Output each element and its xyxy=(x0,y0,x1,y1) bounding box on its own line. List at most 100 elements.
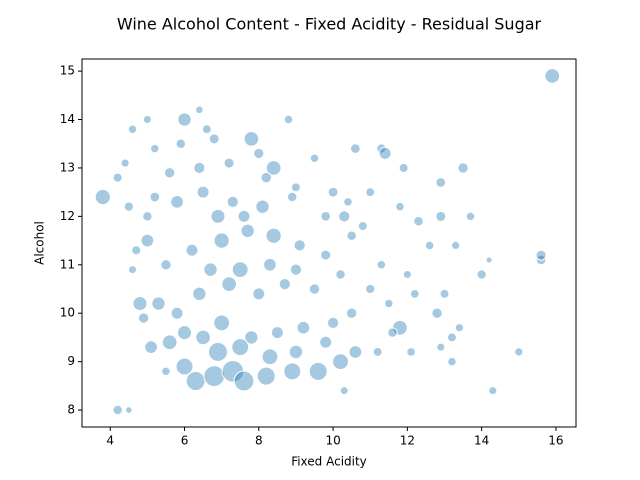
bubble xyxy=(226,195,239,208)
bubble xyxy=(544,68,561,84)
bubble xyxy=(203,262,218,277)
bubble xyxy=(160,259,172,271)
bubble xyxy=(195,105,204,115)
chart-title: Wine Alcohol Content - Fixed Acidity - R… xyxy=(117,15,542,34)
bubble xyxy=(142,211,153,222)
bubble xyxy=(112,404,123,416)
bubble xyxy=(320,249,332,261)
bubble xyxy=(376,260,387,270)
bubble xyxy=(454,323,465,333)
bubble xyxy=(451,240,461,251)
bubble xyxy=(175,138,187,149)
bubble xyxy=(465,211,476,222)
bubble xyxy=(223,157,235,169)
bubble xyxy=(398,162,409,173)
bubble xyxy=(514,347,524,357)
bubble xyxy=(535,249,547,261)
bubble xyxy=(127,265,138,275)
y-tick-label: 10 xyxy=(60,306,75,320)
bubble xyxy=(94,188,111,206)
bubble xyxy=(435,210,447,222)
bubble xyxy=(278,278,291,291)
bubble xyxy=(338,210,351,223)
bubble xyxy=(210,208,226,224)
bubble xyxy=(289,263,303,276)
bubble xyxy=(384,298,394,309)
bubble xyxy=(176,325,193,341)
y-tick-label: 13 xyxy=(60,160,75,174)
bubble xyxy=(151,296,166,311)
x-axis-label: Fixed Acidity xyxy=(291,455,367,469)
bubble xyxy=(485,256,493,264)
bubble xyxy=(435,177,447,188)
bubble xyxy=(177,112,192,127)
bubble xyxy=(436,342,446,352)
bubble xyxy=(213,314,231,332)
bubble xyxy=(120,158,130,168)
bubble xyxy=(263,257,277,272)
bubble xyxy=(293,239,306,252)
bubble xyxy=(123,201,134,212)
bubble xyxy=(132,295,148,312)
bubble xyxy=(185,371,206,391)
bubble xyxy=(253,147,265,160)
bubble xyxy=(326,316,340,330)
bubble xyxy=(221,276,237,293)
bubble xyxy=(270,326,284,340)
bubble xyxy=(309,153,320,164)
bubble xyxy=(357,221,368,232)
bubble xyxy=(125,406,133,414)
bubble xyxy=(196,185,210,199)
bubble xyxy=(137,312,150,324)
bubble xyxy=(243,131,260,147)
bubble xyxy=(237,209,251,223)
bubble xyxy=(231,261,249,279)
bubble xyxy=(255,199,270,214)
bubble xyxy=(207,341,228,362)
bubble xyxy=(320,211,331,222)
bubble xyxy=(140,233,155,248)
bubble xyxy=(240,223,255,239)
bubble xyxy=(192,286,207,302)
bubble xyxy=(346,230,357,241)
bubble xyxy=(142,115,152,125)
bubble xyxy=(112,172,123,183)
bubble xyxy=(446,332,457,343)
bubble xyxy=(175,357,194,376)
bubble xyxy=(378,146,392,160)
bubble xyxy=(233,370,255,392)
bubble xyxy=(424,240,435,251)
bubble xyxy=(406,347,416,357)
bubble xyxy=(213,232,230,249)
bubble xyxy=(144,340,158,354)
y-tick-label: 14 xyxy=(60,112,75,126)
bubble xyxy=(308,361,328,381)
y-tick-label: 12 xyxy=(60,209,75,223)
bubble xyxy=(288,344,304,360)
bubble xyxy=(208,133,220,145)
bubble xyxy=(252,287,266,301)
y-tick-label: 11 xyxy=(60,257,75,271)
bubble xyxy=(260,171,272,184)
bubble xyxy=(395,201,405,212)
bubble xyxy=(327,186,339,198)
bubble xyxy=(365,187,376,198)
bubble xyxy=(185,243,199,257)
bubble xyxy=(308,283,321,295)
bubble xyxy=(402,269,412,279)
bubble xyxy=(290,182,301,193)
bubble xyxy=(439,288,450,299)
bubble xyxy=(265,160,282,176)
x-tick-label: 6 xyxy=(181,434,189,448)
bubble xyxy=(286,191,298,203)
bubble xyxy=(332,353,349,371)
bubble xyxy=(150,143,160,154)
bubble xyxy=(170,194,184,209)
x-tick-label: 12 xyxy=(400,434,415,448)
bubble xyxy=(170,306,184,320)
bubble xyxy=(283,114,294,125)
y-tick-label: 8 xyxy=(67,403,75,417)
bubble xyxy=(413,215,424,227)
bubble xyxy=(387,327,398,338)
